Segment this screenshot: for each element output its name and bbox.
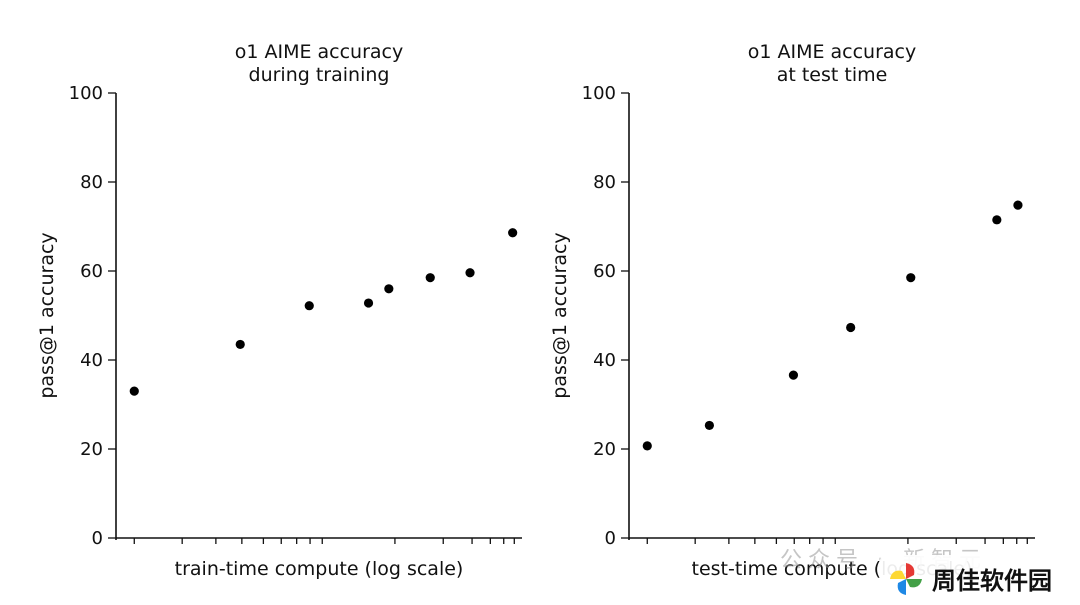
y-tick-label: 0 bbox=[605, 528, 616, 549]
watermark-badge: 周佳软件园 bbox=[880, 555, 1076, 601]
data-point bbox=[235, 339, 245, 350]
data-point bbox=[788, 370, 799, 380]
data-point bbox=[846, 322, 856, 333]
y-tick-label: 80 bbox=[80, 172, 103, 193]
y-axis-label: pass@1 accuracy bbox=[549, 232, 571, 398]
logo-petal bbox=[897, 579, 906, 595]
y-tick-label: 0 bbox=[92, 528, 103, 549]
chart-panel-1: o1 AIME accuracy during training 0 20 40 60 80… bbox=[36, 41, 522, 580]
data-point bbox=[304, 301, 314, 311]
logo-petal bbox=[906, 579, 922, 588]
data-point bbox=[384, 284, 394, 294]
y-tick-label: 100 bbox=[69, 83, 103, 104]
y-tick-label: 60 bbox=[593, 261, 616, 282]
y-tick-label: 60 bbox=[80, 261, 103, 282]
data-point bbox=[642, 441, 652, 451]
data-point bbox=[704, 420, 714, 431]
watermark-brand: 周佳软件园 bbox=[932, 567, 1052, 595]
data-point bbox=[1013, 200, 1023, 210]
data-point bbox=[992, 215, 1002, 225]
chart-title-line: o1 AIME accuracy bbox=[748, 41, 917, 63]
data-point bbox=[465, 268, 475, 278]
chart-title: o1 AIME accuracy during training bbox=[235, 41, 404, 86]
y-tick-label: 20 bbox=[80, 439, 103, 460]
data-point bbox=[425, 273, 435, 283]
pinwheel-logo-icon bbox=[890, 563, 922, 595]
data-point bbox=[129, 386, 139, 396]
y-axis-label: pass@1 accuracy bbox=[36, 232, 58, 398]
chart-title: o1 AIME accuracy at test time bbox=[748, 41, 917, 86]
x-axis-label: train-time compute (log scale) bbox=[175, 558, 464, 580]
logo-petal bbox=[890, 570, 906, 579]
y-tick-label: 100 bbox=[582, 83, 616, 104]
chart-panel-2: o1 AIME accuracy at test time 0 20 40 60 80 100… bbox=[549, 41, 1035, 580]
y-tick-label: 40 bbox=[593, 350, 616, 371]
watermark: 公众号 · 新智元 周佳软件园 bbox=[780, 540, 1080, 605]
chart-title-line: o1 AIME accuracy bbox=[235, 41, 404, 63]
logo-petal bbox=[906, 563, 915, 579]
y-tick-label: 20 bbox=[593, 439, 616, 460]
y-tick-label: 80 bbox=[593, 172, 616, 193]
chart-title-line: at test time bbox=[777, 64, 888, 86]
chart-title-line: during training bbox=[249, 64, 390, 86]
data-point bbox=[906, 273, 916, 283]
data-point bbox=[508, 228, 518, 238]
y-tick-label: 40 bbox=[80, 350, 103, 371]
data-point bbox=[363, 298, 374, 308]
